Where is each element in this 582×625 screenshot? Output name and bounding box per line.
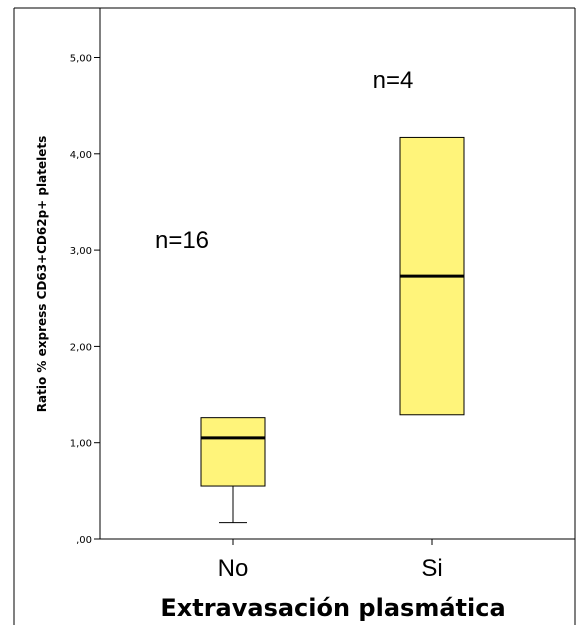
y-tick-label: 4,00 [70, 150, 92, 161]
chart-frame [13, 7, 576, 625]
n-labels: n=16 n=4 [155, 67, 413, 254]
y-tick-label: 5,00 [70, 54, 92, 65]
category-labels: No Si [218, 555, 443, 582]
n-label-no: n=16 [155, 227, 209, 254]
y-tick-label: ,00 [76, 535, 92, 546]
y-tick-label: 1,00 [70, 439, 92, 450]
box-iqr [200, 417, 266, 487]
box-si [399, 136, 465, 416]
y-tick-label: 2,00 [70, 342, 92, 353]
x-category-label: Si [421, 555, 442, 582]
x-category-label: No [218, 555, 249, 582]
box-no [200, 417, 266, 524]
boxes-group [200, 136, 465, 524]
n-label-si: n=4 [373, 67, 414, 94]
y-axis-ticks: ,00 1,00 2,00 3,00 4,00 5,00 [70, 54, 433, 546]
y-axis-label: Ratio % express CD63+CD62p+ platelets [35, 136, 49, 412]
y-tick-label: 3,00 [70, 246, 92, 257]
x-axis-label: Extravasación plasmática [160, 594, 505, 622]
